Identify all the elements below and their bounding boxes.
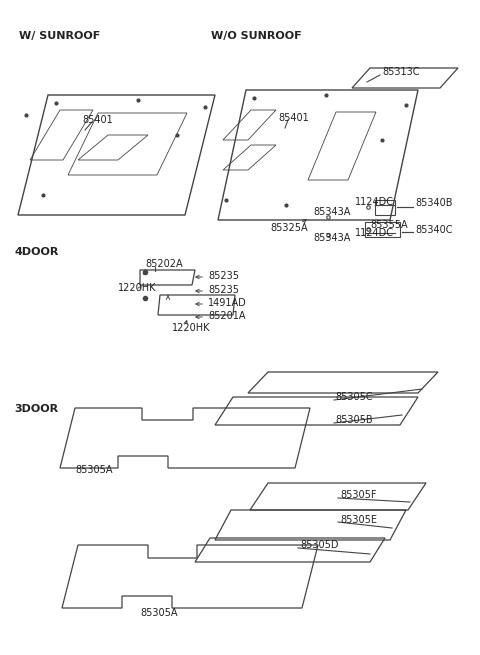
Text: 85305A: 85305A: [140, 608, 178, 618]
Text: 85343A: 85343A: [313, 207, 350, 217]
Text: 1124DC: 1124DC: [355, 197, 394, 207]
Text: 85340C: 85340C: [415, 225, 453, 235]
Text: 85313C: 85313C: [382, 67, 420, 77]
Text: 85305F: 85305F: [340, 490, 376, 500]
Text: 85235: 85235: [208, 285, 239, 295]
Text: 85305A: 85305A: [75, 465, 112, 475]
Text: 1124DC: 1124DC: [355, 228, 394, 238]
Text: 3DOOR: 3DOOR: [14, 404, 59, 415]
Text: 85305E: 85305E: [340, 515, 377, 525]
Text: 85340B: 85340B: [415, 198, 453, 208]
Text: 85201A: 85201A: [208, 311, 245, 321]
Text: 85355A: 85355A: [370, 220, 408, 230]
Text: 85202A: 85202A: [145, 259, 182, 269]
Text: 85305D: 85305D: [300, 540, 338, 550]
Text: 85305C: 85305C: [335, 392, 372, 402]
Text: W/ SUNROOF: W/ SUNROOF: [19, 31, 100, 41]
Text: 85401: 85401: [82, 115, 113, 125]
Text: 85235: 85235: [208, 271, 239, 281]
Text: 85401: 85401: [278, 113, 309, 123]
Text: W/O SUNROOF: W/O SUNROOF: [211, 31, 302, 41]
Text: 85343A: 85343A: [313, 233, 350, 243]
Text: 1220HK: 1220HK: [118, 283, 156, 293]
Text: 85305B: 85305B: [335, 415, 372, 425]
Text: 85325A: 85325A: [270, 223, 308, 233]
Text: 4DOOR: 4DOOR: [14, 247, 59, 257]
Text: 1220HK: 1220HK: [172, 323, 211, 333]
Text: 1491AD: 1491AD: [208, 298, 247, 308]
